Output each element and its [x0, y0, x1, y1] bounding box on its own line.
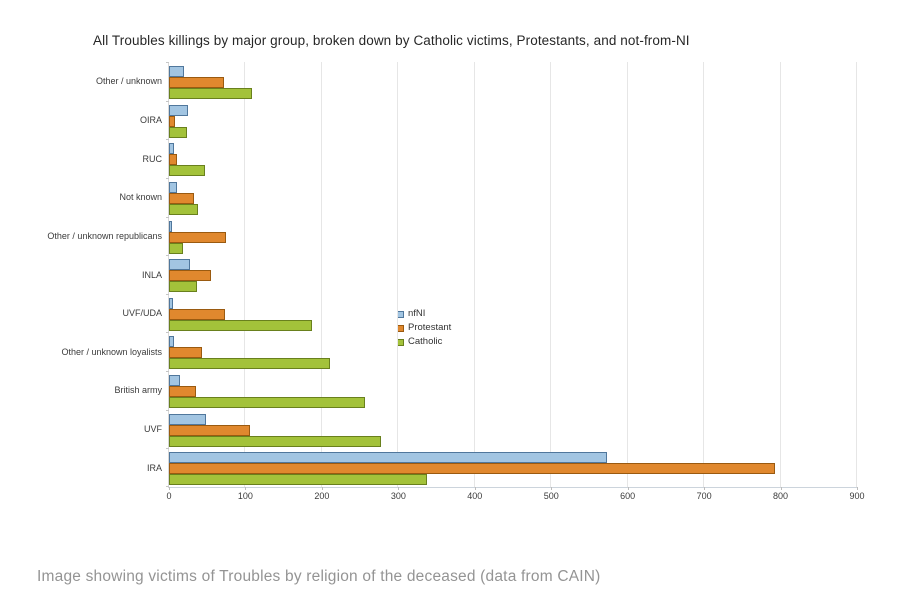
bar-catholic: [169, 397, 365, 409]
y-axis-tick: [166, 448, 169, 450]
category-label: Other / unknown: [95, 76, 162, 87]
bar-catholic: [169, 165, 205, 177]
category-label: RUC: [142, 153, 163, 164]
bar-catholic: [169, 358, 331, 370]
category-label: Other / unknown loyalists: [61, 346, 162, 357]
bar-nfni: [169, 181, 178, 193]
image-caption: Image showing victims of Troubles by rel…: [37, 568, 601, 585]
bar-nfni: [169, 297, 173, 309]
y-axis-tick: [166, 255, 169, 257]
gridline-700: [703, 62, 705, 487]
plot-area: nfNI Protestant Catholic 0 100 200 300 400 500 6…: [47, 62, 865, 501]
x-axis-tick-label: 300: [390, 491, 406, 501]
category-label: Other / unknown republicans: [47, 230, 162, 241]
x-axis-tick: [245, 487, 247, 490]
x-axis-tick: [627, 487, 629, 490]
bar-nfni: [169, 220, 173, 232]
category-label: INLA: [141, 269, 162, 280]
bar-nfni: [169, 259, 190, 271]
gridline-100: [244, 62, 246, 487]
category-label: British army: [114, 385, 162, 396]
gridline-600: [626, 62, 628, 487]
gridline-800: [779, 62, 781, 487]
bar-protestant: [169, 270, 212, 282]
chart-title: All Troubles killings by major group, br…: [93, 33, 690, 48]
legend-item-catholic: Catholic: [397, 337, 451, 347]
bar-protestant: [169, 154, 178, 166]
bar-catholic: [169, 88, 253, 100]
bar-protestant: [169, 115, 176, 127]
gridline-900: [856, 62, 857, 487]
bar-nfni: [169, 104, 189, 116]
x-axis-tick: [551, 487, 553, 490]
bar-nfni: [169, 143, 174, 155]
category-label: UVF: [144, 424, 162, 435]
x-axis-tick: [704, 487, 706, 490]
category-label: OIRA: [139, 114, 162, 125]
bar-protestant: [169, 231, 227, 243]
bar-nfni: [169, 452, 608, 464]
x-axis-tick: [780, 487, 782, 490]
category-label: UVF/UDA: [122, 308, 162, 319]
bar-protestant: [169, 192, 195, 204]
x-axis-tick: [321, 487, 323, 490]
gridline-500: [550, 62, 552, 487]
y-axis-tick: [166, 62, 169, 63]
bar-nfni: [169, 66, 185, 78]
category-label: Not known: [119, 192, 162, 203]
bar-catholic: [169, 319, 312, 331]
y-axis-tick: [166, 332, 169, 334]
gridline-300: [397, 62, 399, 487]
x-axis-tick-label: 700: [696, 491, 712, 501]
x-axis-tick-label: 800: [773, 491, 789, 501]
bar-catholic: [169, 281, 198, 293]
bar-protestant: [169, 424, 251, 436]
chart-legend: nfNI Protestant Catholic: [397, 309, 451, 351]
legend-label: nfNI: [408, 308, 426, 319]
legend-item-protestant: Protestant: [397, 323, 451, 333]
gridline-200: [320, 62, 322, 487]
legend-label: Catholic: [408, 336, 443, 347]
bar-nfni: [169, 336, 174, 348]
bar-catholic: [169, 203, 199, 215]
bar-catholic: [169, 126, 187, 138]
bar-nfni: [169, 375, 181, 387]
y-axis-tick: [166, 409, 169, 411]
y-axis-tick: [166, 371, 169, 373]
y-axis-tick: [166, 139, 169, 141]
legend-label: Protestant: [408, 322, 452, 333]
bar-catholic: [169, 242, 183, 254]
x-axis-tick-label: 100: [237, 491, 253, 501]
y-axis-tick: [166, 293, 169, 295]
x-axis-tick-label: 200: [314, 491, 330, 501]
legend-item-nfni: nfNI: [397, 309, 451, 319]
x-axis-tick: [474, 487, 476, 490]
y-axis-tick: [166, 100, 169, 102]
x-axis-tick-label: 600: [620, 491, 636, 501]
y-axis-tick: [166, 486, 169, 487]
x-axis-tick-label: 500: [543, 491, 559, 501]
category-label: IRA: [146, 462, 162, 473]
x-axis-tick: [857, 487, 858, 490]
x-axis-tick: [169, 487, 170, 490]
bar-protestant: [169, 347, 202, 359]
bar-catholic: [169, 435, 381, 447]
bar-protestant: [169, 308, 225, 320]
bar-protestant: [169, 77, 225, 89]
x-axis-tick-label: 900: [849, 491, 865, 501]
x-axis-tick: [398, 487, 400, 490]
bar-catholic: [169, 474, 428, 486]
bar-protestant: [169, 463, 776, 475]
x-axis-tick-label: 400: [467, 491, 483, 501]
gridline-400: [473, 62, 475, 487]
y-axis-tick: [166, 177, 169, 179]
bar-protestant: [169, 386, 196, 398]
x-axis-tick-label: 0: [166, 491, 172, 501]
y-axis-tick: [166, 216, 169, 218]
bar-nfni: [169, 413, 206, 425]
